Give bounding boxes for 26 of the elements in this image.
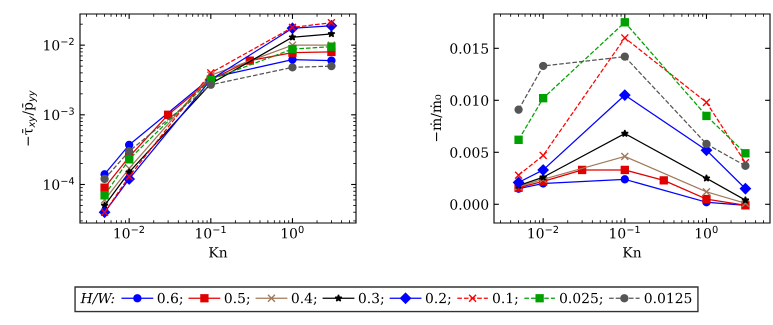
x-tick-label: 10$^{−1}$ [610,226,640,239]
x-axis-title: Kn [623,247,642,258]
y-tick-label: 0.000 [450,199,488,210]
y-tick-label: 0.015 [450,43,488,54]
x-axis-title: Kn [209,247,228,258]
y-tick-label: 10$^{−2}$ [44,38,74,51]
legend-title: H/W: [80,292,114,304]
x-tick-label: 10$^{−1}$ [196,226,226,239]
legend-label: 0.5; [224,292,250,306]
x-tick-label: 10$^{−2}$ [528,226,558,239]
y-tick-label: 0.005 [450,147,488,158]
legend-label: 0.3; [358,292,384,306]
x-tick-label: 10$^{0}$ [282,226,304,239]
legend-label: 0.025; [560,292,602,306]
legend-label: 0.0125 [644,292,692,304]
y-tick-label: 10$^{−4}$ [44,177,74,190]
y-axis-title: −τ̄$_{xy}$/p̄$_{yy}$ [22,90,37,146]
x-tick-label: 10$^{0}$ [696,226,718,239]
y-tick-label: 10$^{−3}$ [44,107,74,120]
x-tick-label: 10$^{−2}$ [114,226,144,239]
legend-label: 0.4; [292,292,316,306]
legend-label: 0.6; [158,292,182,306]
legend-label: 0.2; [426,292,450,306]
y-tick-label: 0.010 [450,95,488,106]
y-axis-title: −ṁ/ṁ₀ [430,94,442,142]
legend-label: 0.1; [492,292,518,306]
